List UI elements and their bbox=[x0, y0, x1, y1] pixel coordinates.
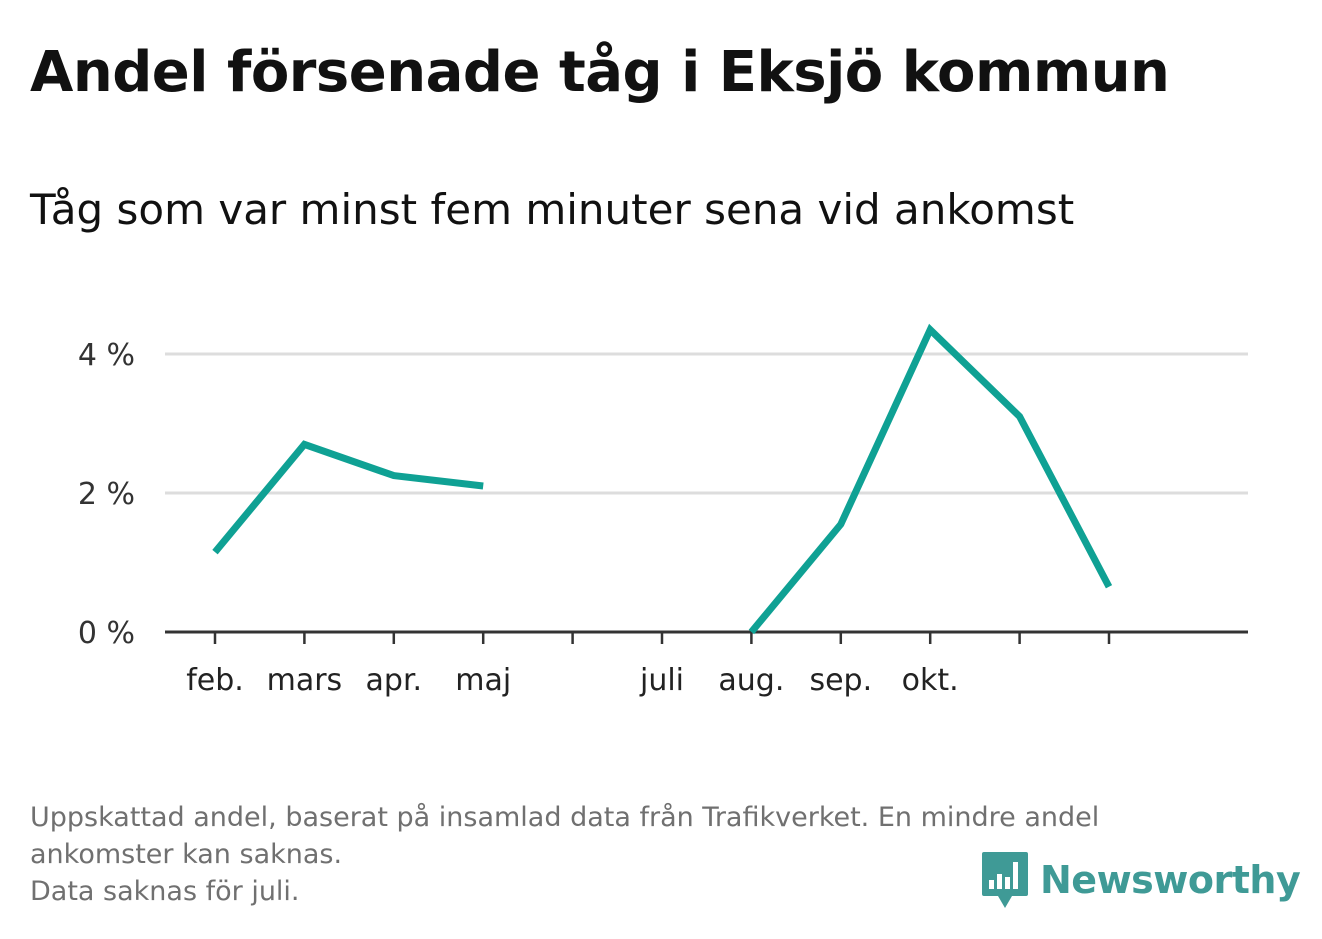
x-tick-label: juli bbox=[639, 663, 684, 698]
x-tick-label: sep. bbox=[809, 663, 872, 698]
x-tick-label: aug. bbox=[718, 663, 784, 698]
x-tick-label: okt. bbox=[902, 663, 959, 698]
newsworthy-logo: Newsworthy bbox=[980, 850, 1301, 910]
x-tick-label: maj bbox=[455, 663, 511, 698]
series-line-segment bbox=[212, 440, 484, 555]
y-axis-labels: 0 % 2 % 4 % bbox=[78, 338, 135, 651]
x-tick-label: mars bbox=[267, 663, 343, 698]
x-tick-label: apr. bbox=[366, 663, 423, 698]
brand-name: Newsworthy bbox=[1040, 858, 1301, 902]
footnote: Uppskattad andel, baserat på insamlad da… bbox=[30, 799, 1290, 910]
footnote-line: Data saknas för juli. bbox=[30, 876, 300, 907]
newsworthy-logo-icon bbox=[982, 852, 1028, 908]
chart-subtitle: Tåg som var minst fem minuter sena vid a… bbox=[30, 185, 1075, 234]
chart-title: Andel försenade tåg i Eksjö kommun bbox=[30, 40, 1170, 105]
gridlines bbox=[165, 352, 1248, 495]
series-line-segment bbox=[748, 323, 1113, 635]
footnote-line: Uppskattad andel, baserat på insamlad da… bbox=[30, 802, 1100, 833]
y-tick-label: 2 % bbox=[78, 477, 135, 512]
footnote-line: ankomster kan saknas. bbox=[30, 839, 343, 870]
x-tick-label: feb. bbox=[186, 663, 244, 698]
y-tick-label: 0 % bbox=[78, 616, 135, 651]
y-tick-label: 4 % bbox=[78, 338, 135, 373]
x-axis-labels: feb. mars apr. maj juli aug. sep. okt. bbox=[186, 663, 959, 698]
series-lines bbox=[212, 323, 1113, 635]
x-axis bbox=[165, 630, 1248, 644]
